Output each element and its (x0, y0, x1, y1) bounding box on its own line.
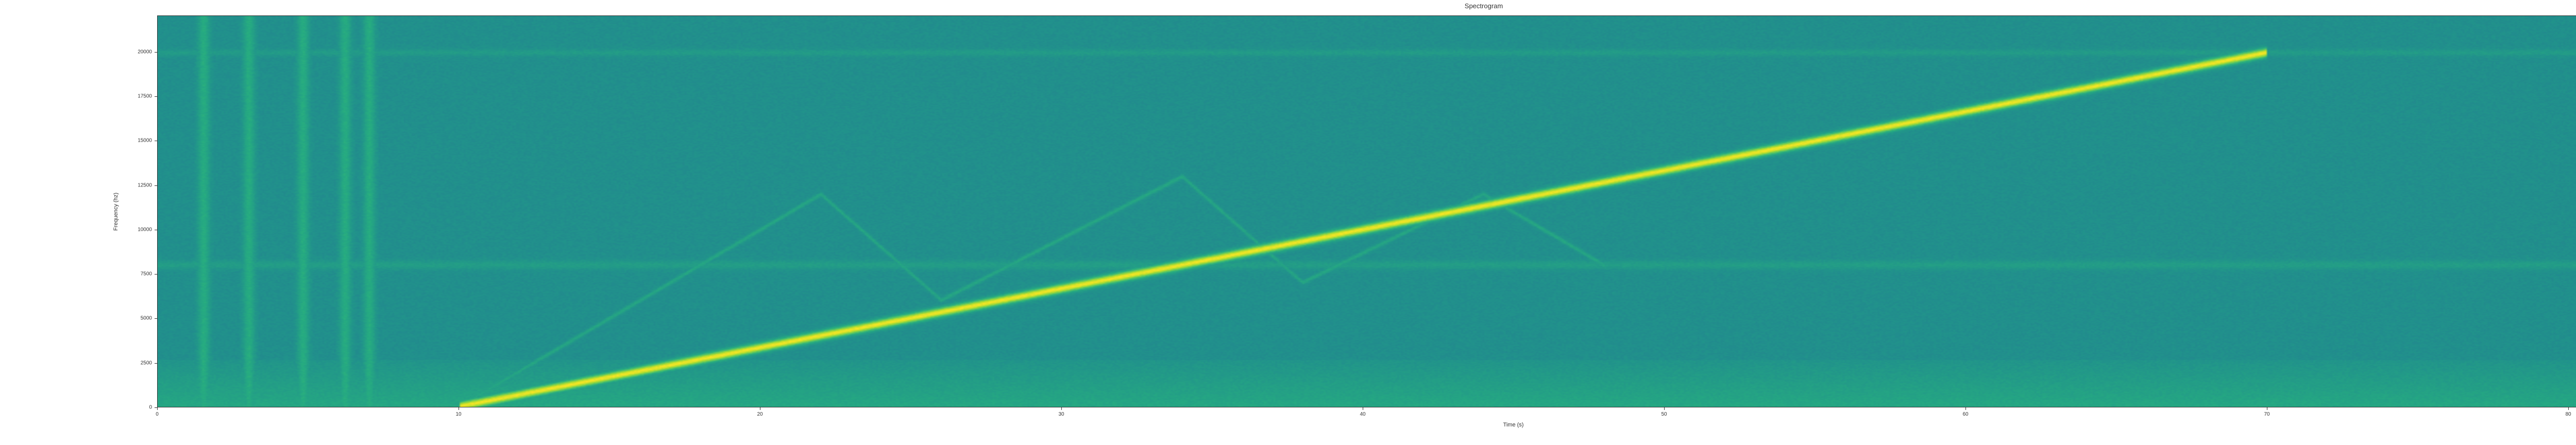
y-tick-label: 10000 (138, 227, 152, 232)
tick-mark (1664, 407, 1665, 410)
tick-mark (155, 274, 157, 275)
tick-mark (155, 52, 157, 53)
y-tick-label: 20000 (138, 49, 152, 55)
x-tick-label: 30 (1058, 412, 1064, 417)
spectrogram-plot (157, 15, 2576, 407)
tick-mark (155, 185, 157, 186)
spectrogram-canvas (158, 16, 2576, 407)
y-tick-label: 2500 (141, 360, 152, 366)
tick-mark (157, 407, 158, 410)
tick-mark (155, 318, 157, 319)
x-tick-label: 40 (1360, 412, 1365, 417)
tick-mark (155, 363, 157, 364)
figure: Spectrogram Frequency (hz) Time (s) 0 10 2… (0, 0, 2576, 445)
chart-title: Spectrogram (0, 2, 2576, 10)
y-axis-label: Frequency (hz) (113, 193, 119, 231)
y-tick-label: 15000 (138, 138, 152, 144)
tick-mark (1061, 407, 1062, 410)
x-tick-label: 80 (2565, 412, 2571, 417)
x-tick-label: 60 (1962, 412, 1968, 417)
y-tick-label: 7500 (141, 271, 152, 277)
y-tick-label: 12500 (138, 182, 152, 188)
x-tick-label: 0 (156, 412, 159, 417)
x-tick-label: 50 (1661, 412, 1667, 417)
y-tick-label: 0 (149, 405, 152, 410)
y-tick-label: 17500 (138, 94, 152, 99)
x-tick-label: 10 (455, 412, 461, 417)
tick-mark (155, 407, 157, 408)
y-tick-label: 5000 (141, 316, 152, 321)
tick-mark (155, 96, 157, 97)
tick-mark (2568, 407, 2569, 410)
x-tick-label: 70 (2264, 412, 2269, 417)
x-axis-label: Time (s) (1503, 422, 1524, 428)
tick-mark (1965, 407, 1966, 410)
x-tick-label: 20 (757, 412, 762, 417)
